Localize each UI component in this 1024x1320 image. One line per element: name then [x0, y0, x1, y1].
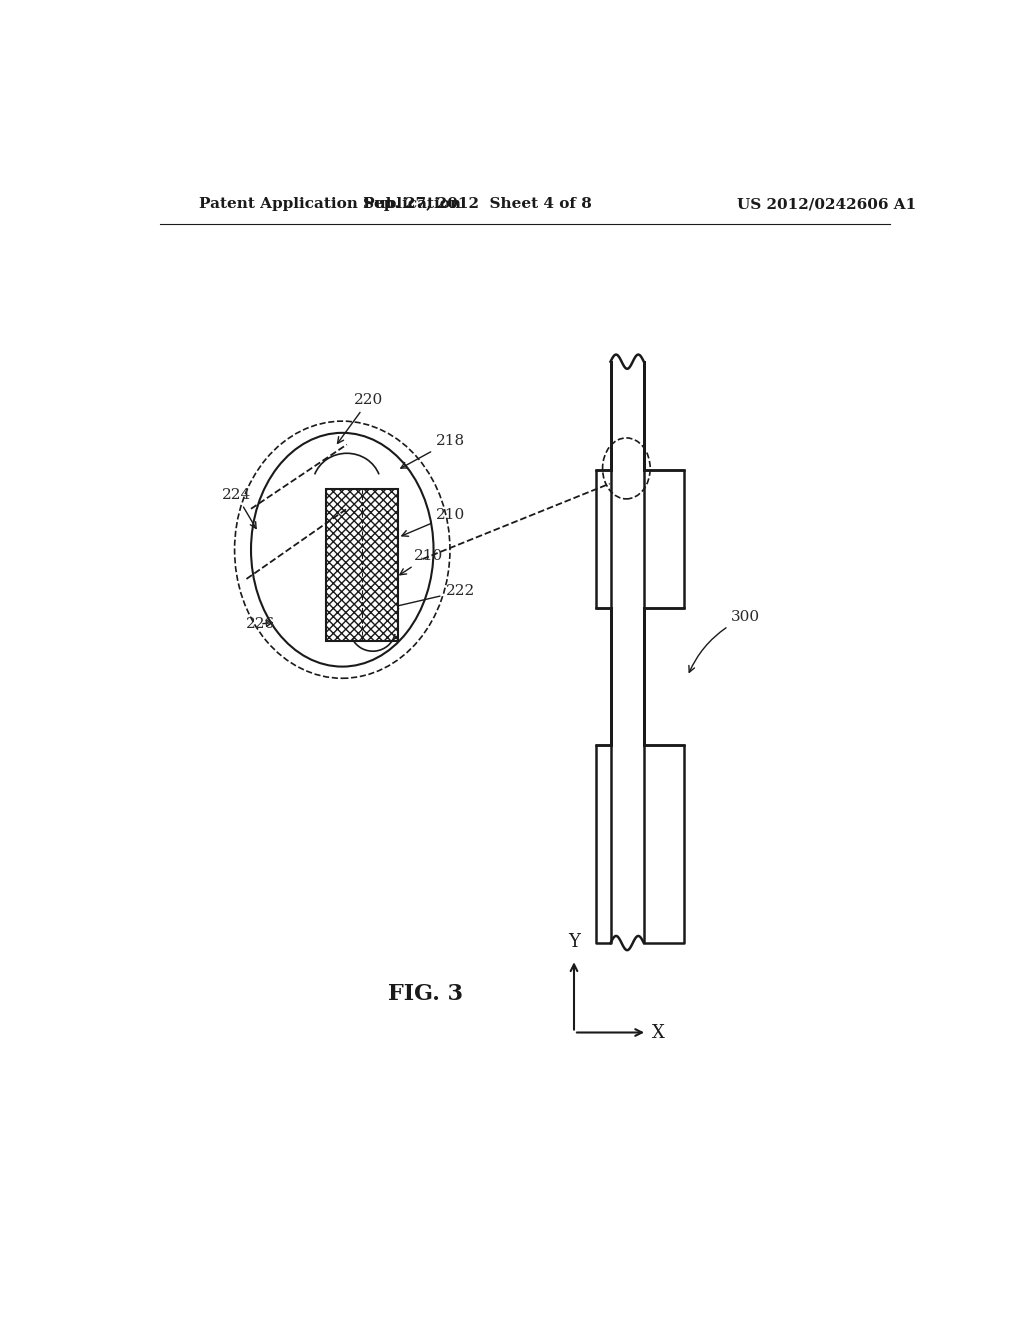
- Text: Y: Y: [568, 933, 580, 952]
- Text: 220: 220: [338, 393, 383, 444]
- Bar: [327, 488, 397, 642]
- Text: FIG. 3: FIG. 3: [388, 983, 463, 1005]
- Text: 224: 224: [221, 488, 256, 528]
- Text: 300: 300: [689, 610, 760, 672]
- Text: Sep. 27, 2012  Sheet 4 of 8: Sep. 27, 2012 Sheet 4 of 8: [362, 197, 592, 211]
- Bar: [327, 488, 397, 642]
- Text: US 2012/0242606 A1: US 2012/0242606 A1: [736, 197, 916, 211]
- Bar: [327, 488, 397, 642]
- Text: 210: 210: [401, 508, 465, 536]
- Text: 218: 218: [400, 434, 465, 469]
- Text: 210: 210: [399, 549, 443, 574]
- Text: X: X: [652, 1023, 665, 1041]
- Text: 226: 226: [246, 616, 274, 631]
- Text: 222: 222: [392, 585, 475, 609]
- Text: Patent Application Publication: Patent Application Publication: [200, 197, 462, 211]
